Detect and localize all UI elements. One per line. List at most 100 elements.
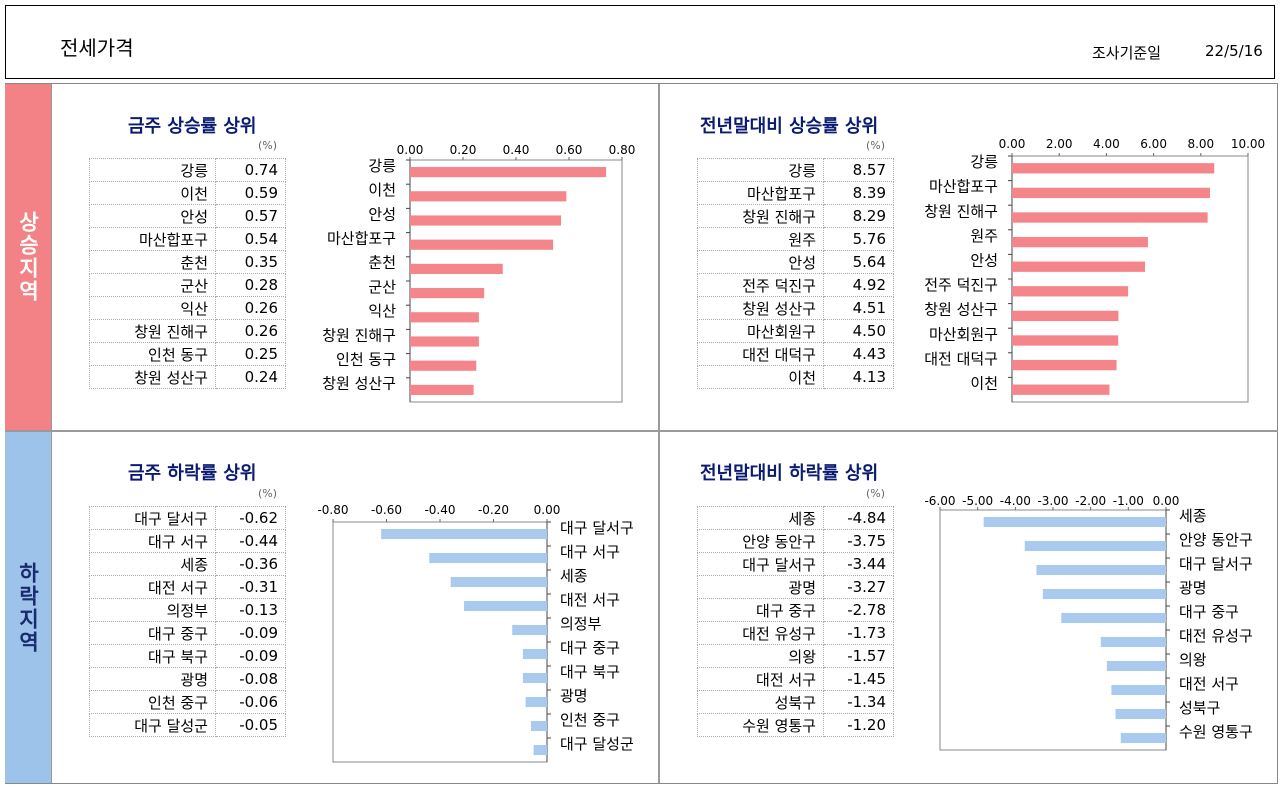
page-title: 전세가격 [60,36,134,60]
category-label: 춘천 [368,254,396,272]
category-label: 이천 [970,374,998,392]
change-rate-value: -2.78 [823,598,894,622]
bar [1012,359,1117,371]
region-name: 대구 서구 [89,529,216,553]
category-label: 대구 중구 [1179,603,1239,621]
bar [1100,636,1166,648]
side-label-fall: 하락지역 [5,432,52,783]
unit-label-fall-week: (%) [258,487,278,500]
x-tick-label: 10.00 [1231,137,1265,151]
table-row: 광명 -0.08 [89,667,286,691]
category-label: 마산합포구 [929,178,998,196]
category-label: 안성 [970,251,998,269]
x-tick-label: 4.00 [1093,137,1120,151]
category-label: 대전 유성구 [1179,627,1253,645]
table-row: 대구 달서구 -3.44 [697,552,894,576]
x-tick-label: -1.00 [1113,494,1144,508]
bar [1115,708,1166,720]
table-row: 춘천 0.35 [89,250,286,274]
region-name: 안양 동안구 [697,529,824,553]
bar [1111,684,1166,696]
change-rate-value: 8.39 [823,181,894,205]
bar [1012,335,1119,346]
region-name: 광명 [697,575,824,599]
rank-table-fall-year: 세종 -4.84 안양 동안구 -3.75 대구 달서구 -3.44 광명 -3.27 대구 중… [697,506,894,737]
x-tick-label: 0.00 [534,503,561,517]
category-label: 인천 동구 [336,350,396,368]
horizontal-divider [5,430,1278,432]
change-rate-value: 5.76 [823,227,894,251]
category-label: 마산회원구 [929,325,998,343]
region-name: 마산회원구 [697,319,824,343]
side-label-rise: 상승지역 [5,84,52,430]
change-rate-value: 5.64 [823,250,894,274]
x-tick-label: 0.00 [999,137,1026,151]
panel-title-rise-year: 전년말대비 상승률 상위 [700,116,879,137]
bar [1036,564,1166,576]
region-name: 세종 [89,552,216,576]
category-label: 대구 중구 [560,639,620,657]
table-row: 인천 중구 -0.06 [89,690,286,714]
region-name: 강릉 [697,158,824,182]
table-row: 창원 성산구 0.24 [89,365,286,389]
region-name: 창원 성산구 [697,296,824,320]
x-tick-label: -6.00 [924,494,955,508]
change-rate-value: 4.51 [823,296,894,320]
x-tick-label: 0.80 [609,143,636,157]
table-row: 의왕 -1.57 [697,644,894,668]
change-rate-value: 0.28 [215,273,286,297]
bar [410,336,479,347]
bar [1061,612,1166,624]
bar [522,672,547,684]
table-row: 전주 덕진구 4.92 [697,273,894,297]
region-name: 인천 동구 [89,342,216,366]
category-label: 익산 [368,302,396,320]
change-rate-value: 0.35 [215,250,286,274]
bar [410,384,474,395]
region-name: 대전 대덕구 [697,342,824,366]
x-tick-label: -0.20 [478,503,509,517]
bar [512,624,547,636]
table-row: 대구 달성군 -0.05 [89,713,286,737]
rank-table-fall-week: 대구 달서구 -0.62 대구 서구 -0.44 세종 -0.36 대전 서구 -0.31 의정… [89,506,286,737]
category-label: 대구 달성군 [560,735,634,753]
x-tick-label: 0.60 [556,143,583,157]
region-name: 인천 중구 [89,690,216,714]
category-label: 대전 대덕구 [924,350,998,368]
category-label: 대구 북구 [560,663,620,681]
change-rate-value: -0.13 [215,598,286,622]
table-row: 인천 동구 0.25 [89,342,286,366]
bar [525,696,547,708]
date-label: 조사기준일 [1092,44,1162,62]
bar [429,552,547,564]
region-name: 이천 [697,365,824,389]
x-tick-label: -0.40 [424,503,455,517]
category-label: 안양 동안구 [1179,531,1253,549]
x-tick-label: 2.00 [1046,137,1073,151]
change-rate-value: 4.13 [823,365,894,389]
bar [1024,540,1166,552]
change-rate-value: 0.74 [215,158,286,182]
bar [1012,384,1110,395]
category-label: 마산합포구 [327,229,396,247]
rank-table-rise-year: 강릉 8.57 마산합포구 8.39 창원 진해구 8.29 원주 5.76 안성 5.64 전주 … [697,158,894,389]
table-row: 세종 -4.84 [697,506,894,530]
change-rate-value: 0.59 [215,181,286,205]
bar-chart-rise-week: 0.00 0.20 0.40 0.60 0.80 강릉이천안성마산합포구춘천군산익산창원 … [322,143,636,403]
category-label: 안성 [368,205,396,223]
region-name: 대전 서구 [697,667,824,691]
bar [410,167,607,178]
category-label: 원주 [970,227,998,245]
panel-title-fall-week: 금주 하락률 상위 [128,463,257,484]
x-tick-label: 0.40 [503,143,530,157]
category-label: 대구 달서구 [560,519,634,537]
category-label: 군산 [368,278,396,296]
category-label: 세종 [1179,507,1207,525]
bar [410,191,567,202]
table-row: 대구 북구 -0.09 [89,644,286,668]
category-label: 수원 영통구 [1179,723,1253,741]
region-name: 이천 [89,181,216,205]
region-name: 세종 [697,506,824,530]
category-label: 광명 [560,687,588,705]
